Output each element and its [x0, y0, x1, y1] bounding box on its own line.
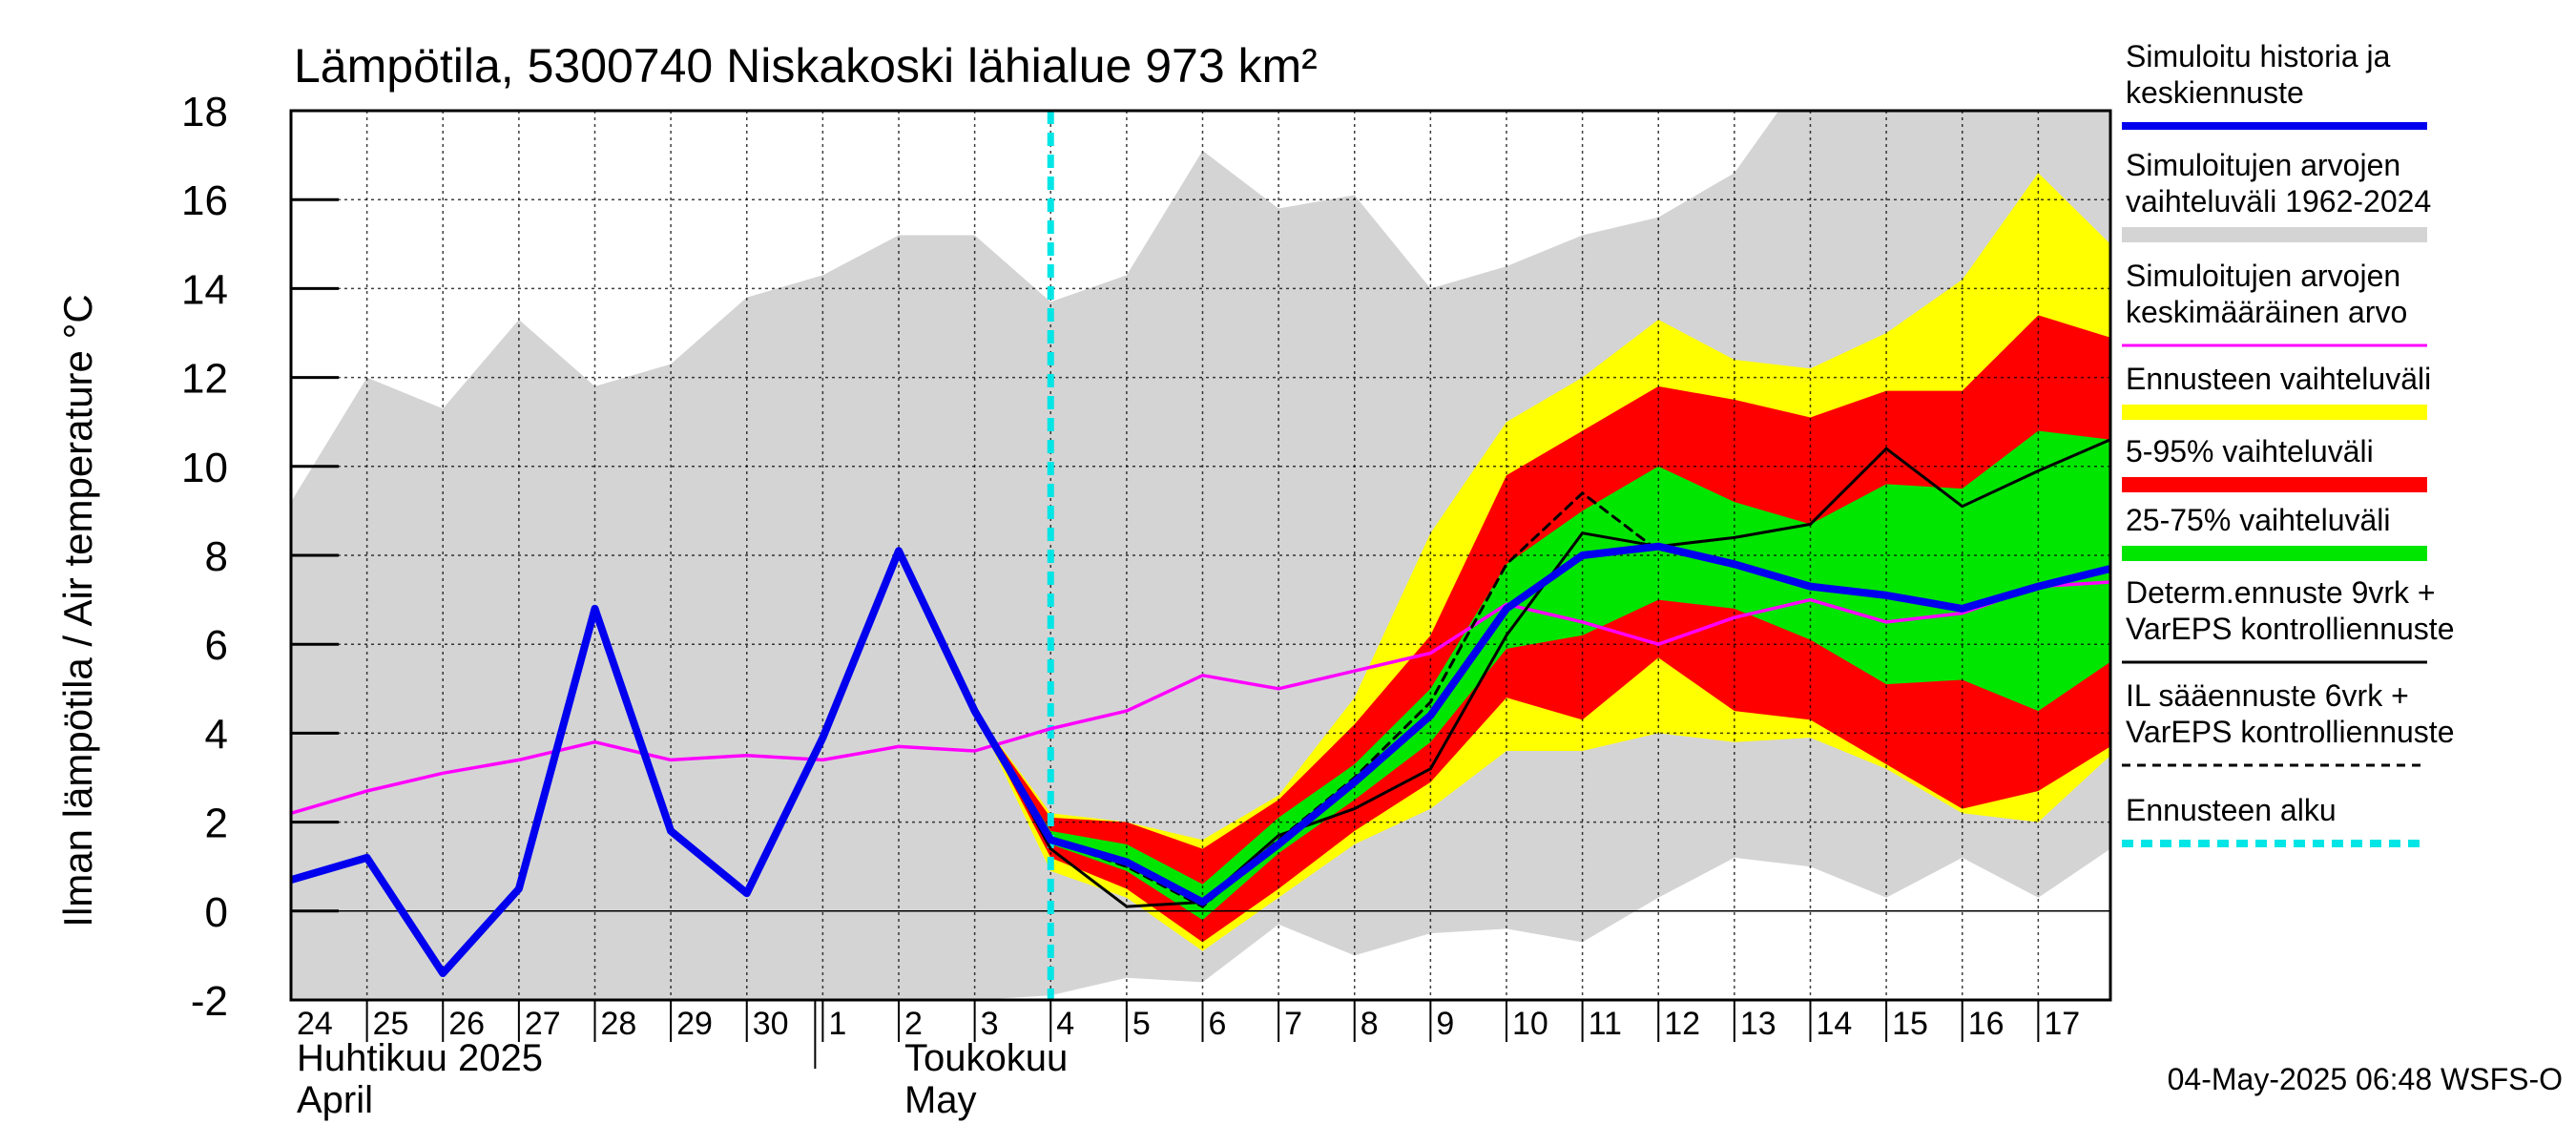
- x-day-label-18: 12: [1664, 1006, 1700, 1042]
- legend-text-6-0: Determ.ennuste 9vrk +: [2126, 575, 2436, 610]
- x-day-label-8: 2: [904, 1006, 923, 1042]
- x-day-label-19: 13: [1740, 1006, 1776, 1042]
- y-tick-label-18: 18: [181, 89, 228, 135]
- legend-text-4-0: 5-95% vaihteluväli: [2126, 434, 2374, 468]
- y-tick-label-4: 4: [205, 711, 228, 758]
- legend-text-0-1: keskiennuste: [2126, 75, 2304, 110]
- x-day-label-11: 5: [1132, 1006, 1151, 1042]
- x-day-label-0: 24: [297, 1006, 333, 1042]
- y-tick-label-8: 8: [205, 533, 228, 580]
- legend-text-5-0: 25-75% vaihteluväli: [2126, 503, 2391, 537]
- x-day-label-9: 3: [981, 1006, 999, 1042]
- x-day-label-23: 17: [2044, 1006, 2080, 1042]
- legend-text-1-1: vaihteluväli 1962-2024: [2126, 184, 2431, 219]
- x-day-label-15: 9: [1436, 1006, 1454, 1042]
- grid: [291, 111, 2110, 1000]
- x-day-label-3: 27: [525, 1006, 561, 1042]
- footer-timestamp: 04-May-2025 06:48 WSFS-O: [2168, 1062, 2563, 1096]
- legend-text-8-0: Ennusteen alku: [2126, 793, 2337, 827]
- forecast-bands: [291, 111, 2110, 1000]
- month-label-en-0: April: [297, 1079, 373, 1121]
- legend-text-1-0: Simuloitujen arvojen: [2126, 148, 2400, 182]
- legend-text-2-1: keskimääräinen arvo: [2126, 295, 2407, 329]
- series-line-simuloitu-historia-ja-keskiennuste: [291, 542, 2110, 977]
- y-tick-label-0: 0: [205, 889, 228, 936]
- x-day-label-5: 29: [676, 1006, 713, 1042]
- month-label-0: Huhtikuu 2025: [297, 1037, 543, 1079]
- x-day-label-20: 14: [1816, 1006, 1852, 1042]
- legend-text-0-0: Simuloitu historia ja: [2126, 39, 2391, 73]
- band-25-75-vaihteluva-li: [974, 430, 2110, 921]
- y-tick-label-6: 6: [205, 622, 228, 669]
- x-day-label-2: 26: [448, 1006, 485, 1042]
- x-axis: 24 25 26 27 28 29 30 1 2 3 4 5 6 7 8 9 10 11 12 13 14 15 16 17H…: [297, 1000, 2080, 1121]
- y-tick-label-16: 16: [181, 177, 228, 224]
- legend-text-6-1: VarEPS kontrolliennuste: [2126, 612, 2454, 646]
- series-line-determ-ennuste-9vrk-vareps-kontrolliennuste: [897, 438, 2110, 908]
- x-day-label-14: 8: [1361, 1006, 1379, 1042]
- x-day-label-16: 10: [1512, 1006, 1548, 1042]
- x-day-label-13: 7: [1284, 1006, 1302, 1042]
- y-tick-label-2: 2: [205, 801, 228, 847]
- y-tick-label-10: 10: [181, 445, 228, 491]
- y-axis-label: Ilman lämpötila / Air temperature °C: [55, 294, 100, 926]
- legend-text-2-0: Simuloitujen arvojen: [2126, 259, 2400, 293]
- x-day-label-6: 30: [753, 1006, 789, 1042]
- x-day-label-12: 6: [1208, 1006, 1226, 1042]
- x-day-label-4: 28: [600, 1006, 636, 1042]
- x-day-label-22: 16: [1968, 1006, 2005, 1042]
- series-line-simuloitujen-arvojen-keskima-a-ra-inen-arvo: [291, 580, 2110, 816]
- legend-text-3-0: Ennusteen vaihteluväli: [2126, 362, 2431, 396]
- month-label-1: Toukokuu: [904, 1037, 1068, 1079]
- series-lines: [291, 111, 2110, 1000]
- x-day-label-1: 25: [373, 1006, 409, 1042]
- x-day-label-10: 4: [1056, 1006, 1074, 1042]
- y-tick-label-14: 14: [181, 266, 228, 313]
- y-axis: -2 0 2 4 6 8 10 12 14 16 18: [181, 89, 339, 1025]
- y-tick-label-12: 12: [181, 356, 228, 403]
- legend-text-7-1: VarEPS kontrolliennuste: [2126, 715, 2454, 749]
- chart-title: Lämpötila, 5300740 Niskakoski lähialue 9…: [294, 39, 1318, 93]
- month-label-en-1: May: [904, 1079, 977, 1121]
- x-day-label-7: 1: [828, 1006, 846, 1042]
- x-day-label-17: 11: [1589, 1006, 1622, 1042]
- legend-text-7-0: IL sääennuste 6vrk +: [2126, 678, 2409, 713]
- y-tick-label-2: -2: [191, 978, 228, 1025]
- x-day-label-21: 15: [1892, 1006, 1928, 1042]
